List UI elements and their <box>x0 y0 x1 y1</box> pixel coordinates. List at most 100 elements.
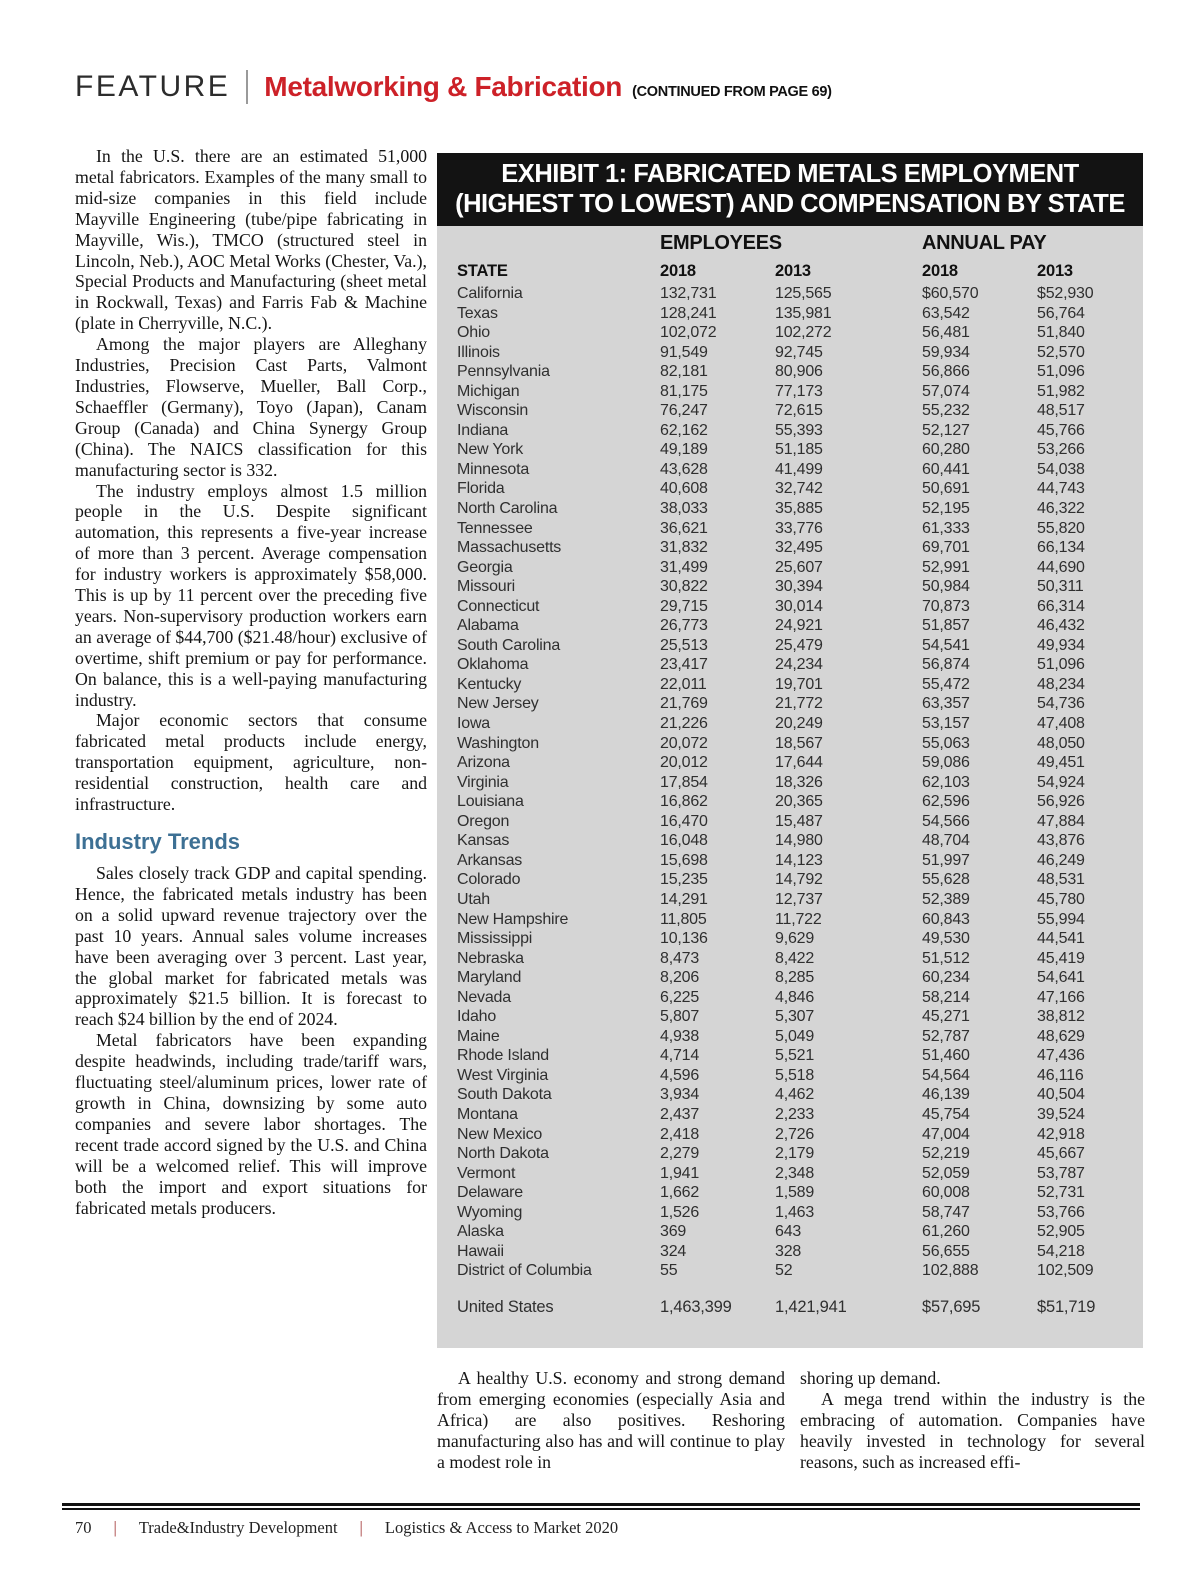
column-header-pay-2013: 2013 <box>1037 262 1073 280</box>
page-title: Metalworking & Fabrication <box>264 71 623 102</box>
paragraph: Sales closely track GDP and capital spen… <box>75 863 427 1030</box>
table-cell: 52,389 <box>922 890 970 908</box>
table-cell: South Carolina <box>457 636 561 654</box>
table-cell: New Jersey <box>457 695 539 713</box>
table-cell: 52,059 <box>922 1164 970 1182</box>
table-cell: Ohio <box>457 324 490 342</box>
paragraph: Among the major players are Alleghany In… <box>75 334 427 480</box>
table-cell: 54,924 <box>1037 773 1085 791</box>
table-row: Colorado 15,235 14,792 55,628 48,531 <box>437 870 1123 890</box>
table-cell: Georgia <box>457 558 513 576</box>
table-row: Delaware 1,662 1,589 60,008 52,731 <box>437 1183 1123 1203</box>
table-cell: 4,714 <box>660 1047 700 1065</box>
table-cell: 62,103 <box>922 773 970 791</box>
table-cell: Minnesota <box>457 460 530 478</box>
table-cell: 40,504 <box>1037 1086 1085 1104</box>
table-cell: 92,745 <box>775 343 823 361</box>
table-row: Iowa 21,226 20,249 53,157 47,408 <box>437 714 1123 734</box>
table-cell: 46,249 <box>1037 851 1085 869</box>
table-cell: 32,742 <box>775 480 823 498</box>
table-cell: 52,991 <box>922 558 970 576</box>
table-cell: 43,876 <box>1037 832 1085 850</box>
table-cell: Idaho <box>457 1008 497 1026</box>
table-cell: West Virginia <box>457 1066 549 1084</box>
article-column-bottom-right: shoring up demand. A mega trend within th… <box>800 1368 1145 1473</box>
table-cell: 61,260 <box>922 1223 970 1241</box>
table-cell: 31,832 <box>660 539 708 557</box>
table-cell: 55,393 <box>775 421 823 439</box>
table-cell: 9,629 <box>775 930 815 948</box>
table-cell: Florida <box>457 480 505 498</box>
table-row: Louisiana 16,862 20,365 62,596 56,926 <box>437 792 1123 812</box>
table-row: Oregon 16,470 15,487 54,566 47,884 <box>437 812 1123 832</box>
table-cell: New Hampshire <box>457 910 569 928</box>
table-cell: 5,307 <box>775 1008 815 1026</box>
table-cell: 5,518 <box>775 1066 815 1084</box>
table-cell: 55,994 <box>1037 910 1085 928</box>
table-total-row-container: United States 1,463,399 1,421,941 $57,695 $5… <box>437 1296 1123 1318</box>
table-cell: 55,063 <box>922 734 970 752</box>
table-cell: Nevada <box>457 988 511 1006</box>
table-cell: 45,780 <box>1037 890 1085 908</box>
table-cell: 17,854 <box>660 773 708 791</box>
table-row: South Carolina 25,513 25,479 54,541 49,934 <box>437 636 1123 656</box>
table-cell: 20,249 <box>775 715 823 733</box>
table-cell: 82,181 <box>660 363 708 381</box>
table-row: United States 1,463,399 1,421,941 $57,695 $5… <box>437 1296 1123 1318</box>
table-cell: 50,691 <box>922 480 970 498</box>
table-cell: 14,980 <box>775 832 823 850</box>
table-cell: Kansas <box>457 832 510 850</box>
paragraph: Major economic sectors that consume fabr… <box>75 710 427 815</box>
table-cell: 2,348 <box>775 1164 815 1182</box>
table-cell: 14,291 <box>660 890 708 908</box>
table-cell: 56,874 <box>922 656 970 674</box>
column-header-emp-2013: 2013 <box>775 262 811 280</box>
table-row: Vermont 1,941 2,348 52,059 53,787 <box>437 1164 1123 1184</box>
table-cell: 60,234 <box>922 969 970 987</box>
group-header-annual-pay: ANNUAL PAY <box>922 232 1047 254</box>
table-row: North Carolina 38,033 35,885 52,195 46,322 <box>437 499 1123 519</box>
table-cell: Maine <box>457 1027 500 1045</box>
table-cell: $51,719 <box>1037 1298 1096 1316</box>
table-cell: New York <box>457 441 523 459</box>
table-cell: $60,570 <box>922 285 979 302</box>
table-cell: 1,526 <box>660 1203 700 1221</box>
table-cell: 52,195 <box>922 500 970 518</box>
table-cell: 52,219 <box>922 1145 970 1163</box>
table-cell: 55 <box>660 1262 678 1280</box>
table-cell: 48,050 <box>1037 734 1085 752</box>
table-cell: 60,843 <box>922 910 970 928</box>
table-row: Washington 20,072 18,567 55,063 48,050 <box>437 734 1123 754</box>
table-cell: 18,326 <box>775 773 823 791</box>
table-cell: 17,644 <box>775 754 823 772</box>
table-cell: 69,701 <box>922 539 970 557</box>
table-cell: 56,866 <box>922 363 970 381</box>
table-cell: 21,226 <box>660 715 708 733</box>
table-cell: 53,787 <box>1037 1164 1085 1182</box>
table-cell: 52,127 <box>922 421 970 439</box>
header-divider <box>246 70 249 104</box>
table-cell: 52 <box>775 1262 793 1280</box>
table-cell: 57,074 <box>922 382 970 400</box>
table-cell: 19,701 <box>775 675 823 693</box>
table-row: Pennsylvania 82,181 80,906 56,866 51,096 <box>437 362 1123 382</box>
table-row: New Jersey 21,769 21,772 63,357 54,736 <box>437 694 1123 714</box>
table-cell: Hawaii <box>457 1242 504 1260</box>
table-cell: 51,840 <box>1037 324 1085 342</box>
table-cell: 48,531 <box>1037 871 1085 889</box>
table-row: Nebraska 8,473 8,422 51,512 45,419 <box>437 949 1123 969</box>
article-column-left: In the U.S. there are an estimated 51,00… <box>75 146 427 1218</box>
table-cell: 51,460 <box>922 1047 970 1065</box>
table-cell: 43,628 <box>660 460 708 478</box>
table-cell: 62,596 <box>922 793 970 811</box>
table-cell: Colorado <box>457 871 521 889</box>
table-cell: Iowa <box>457 715 490 733</box>
table-cell: Connecticut <box>457 597 540 615</box>
table-cell: California <box>457 285 523 302</box>
table-cell: 16,470 <box>660 812 708 830</box>
table-cell: Nebraska <box>457 949 524 967</box>
table-cell: 26,773 <box>660 617 708 635</box>
table-cell: 8,206 <box>660 969 700 987</box>
table-cell: 52,731 <box>1037 1184 1085 1202</box>
